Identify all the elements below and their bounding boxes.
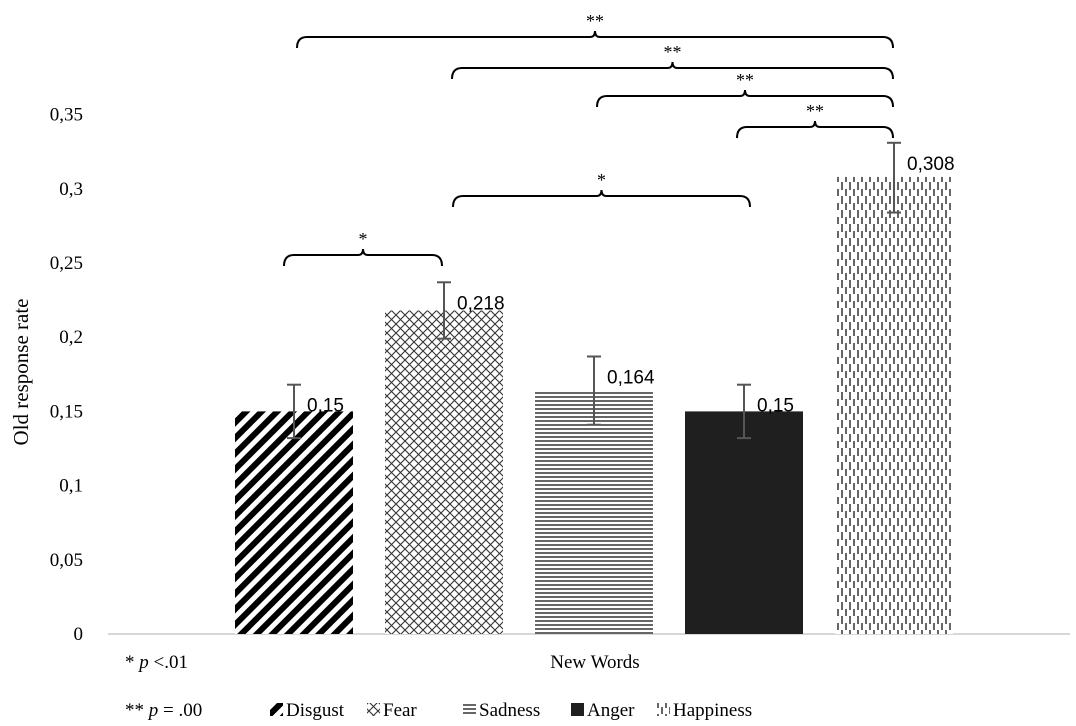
error-bar-happiness [887, 141, 901, 214]
legend-swatch [367, 703, 380, 716]
error-bar-anger [737, 383, 751, 440]
significance-bracket: * [452, 170, 751, 208]
y-axis-ticks: 0 0,05 0,1 0,15 0,2 0,25 0,3 0,35 [50, 105, 83, 645]
significance-brackets: ********** [283, 11, 894, 267]
p-value-note: ** p = .00 [125, 700, 202, 721]
significance-bracket: ** [596, 70, 894, 108]
error-bar-sadness [587, 355, 601, 426]
legend-label: Disgust [286, 700, 345, 721]
p-value-notes: * p <.01 ** p = .00 [125, 652, 202, 721]
significance-label: ** [586, 11, 604, 31]
significance-bracket: * [283, 229, 443, 267]
value-label-disgust: 0,15 [307, 396, 344, 417]
value-label-sadness: 0,164 [607, 367, 655, 388]
bar-happiness [835, 176, 953, 635]
legend-item-happiness: Happiness [657, 700, 752, 721]
bar-sadness [535, 390, 653, 634]
legend-swatch [270, 703, 283, 716]
y-tick-label: 0,25 [50, 253, 83, 274]
legend-item-fear: Fear [367, 700, 417, 721]
y-tick-label: 0,1 [59, 476, 83, 497]
y-tick-label: 0 [74, 624, 84, 645]
x-axis-label: New Words [550, 652, 639, 673]
bar-fear [385, 310, 503, 634]
p-value-note: * p <.01 [125, 652, 188, 673]
legend-swatch [571, 703, 584, 716]
y-tick-label: 0,05 [50, 550, 83, 571]
significance-label: ** [736, 70, 754, 90]
y-tick-label: 0,3 [59, 179, 83, 200]
y-axis-label: Old response rate [9, 299, 33, 446]
significance-bracket: ** [736, 101, 894, 139]
bar-anger [685, 411, 803, 634]
legend-label: Happiness [673, 700, 752, 721]
significance-label: * [597, 170, 606, 190]
value-label-fear: 0,218 [457, 293, 505, 314]
legend-swatch [657, 703, 670, 716]
legend-label: Anger [587, 700, 635, 721]
significance-label: * [359, 229, 368, 249]
error-bar-fear [437, 281, 451, 340]
bar-disgust [235, 411, 353, 634]
y-tick-label: 0,15 [50, 401, 83, 422]
significance-label: ** [664, 42, 682, 62]
significance-bracket: ** [451, 42, 894, 80]
legend-label: Fear [383, 700, 417, 721]
value-label-anger: 0,15 [757, 396, 794, 417]
legend-item-anger: Anger [571, 700, 635, 721]
significance-label: ** [806, 101, 824, 121]
y-tick-label: 0,2 [59, 327, 83, 348]
y-tick-label: 0,35 [50, 105, 83, 126]
error-bar-disgust [287, 383, 301, 440]
legend-item-sadness: Sadness [463, 700, 540, 721]
legend-label: Sadness [479, 700, 540, 721]
legend: Disgust Fear Sadness Anger Happiness [270, 700, 752, 721]
bars-group [235, 176, 953, 635]
significance-bracket: ** [296, 11, 894, 49]
value-labels-group: 0,15 0,218 0,164 0,15 0,308 [307, 154, 955, 417]
legend-swatch [463, 703, 476, 716]
value-label-happiness: 0,308 [907, 154, 955, 175]
legend-item-disgust: Disgust [270, 700, 345, 721]
error-bars-group [287, 141, 901, 440]
